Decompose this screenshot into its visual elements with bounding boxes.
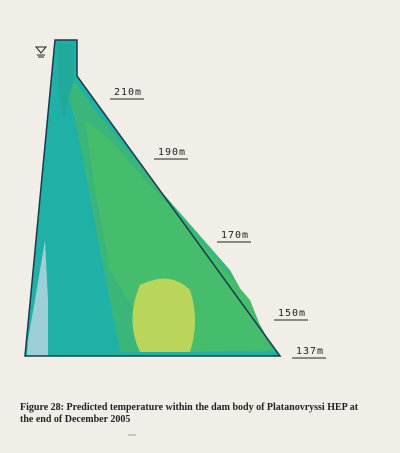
dam-section xyxy=(24,39,282,357)
dam-outline xyxy=(24,39,282,357)
elevation-label: 150m xyxy=(278,308,306,319)
elevation-label: 170m xyxy=(221,230,249,241)
elevation-label: 190m xyxy=(158,147,186,158)
caption-line: Figure 28: Predicted temperature within … xyxy=(20,402,359,413)
dam-core xyxy=(85,120,270,352)
water-level xyxy=(34,46,48,58)
cold-zone xyxy=(27,240,48,356)
caption-line: the end of December 2005 xyxy=(20,414,130,425)
warm-zone xyxy=(132,278,195,352)
crest-zone xyxy=(58,44,74,120)
elevation-label: 210m xyxy=(114,87,142,98)
elevation-label: 137m xyxy=(296,346,324,357)
